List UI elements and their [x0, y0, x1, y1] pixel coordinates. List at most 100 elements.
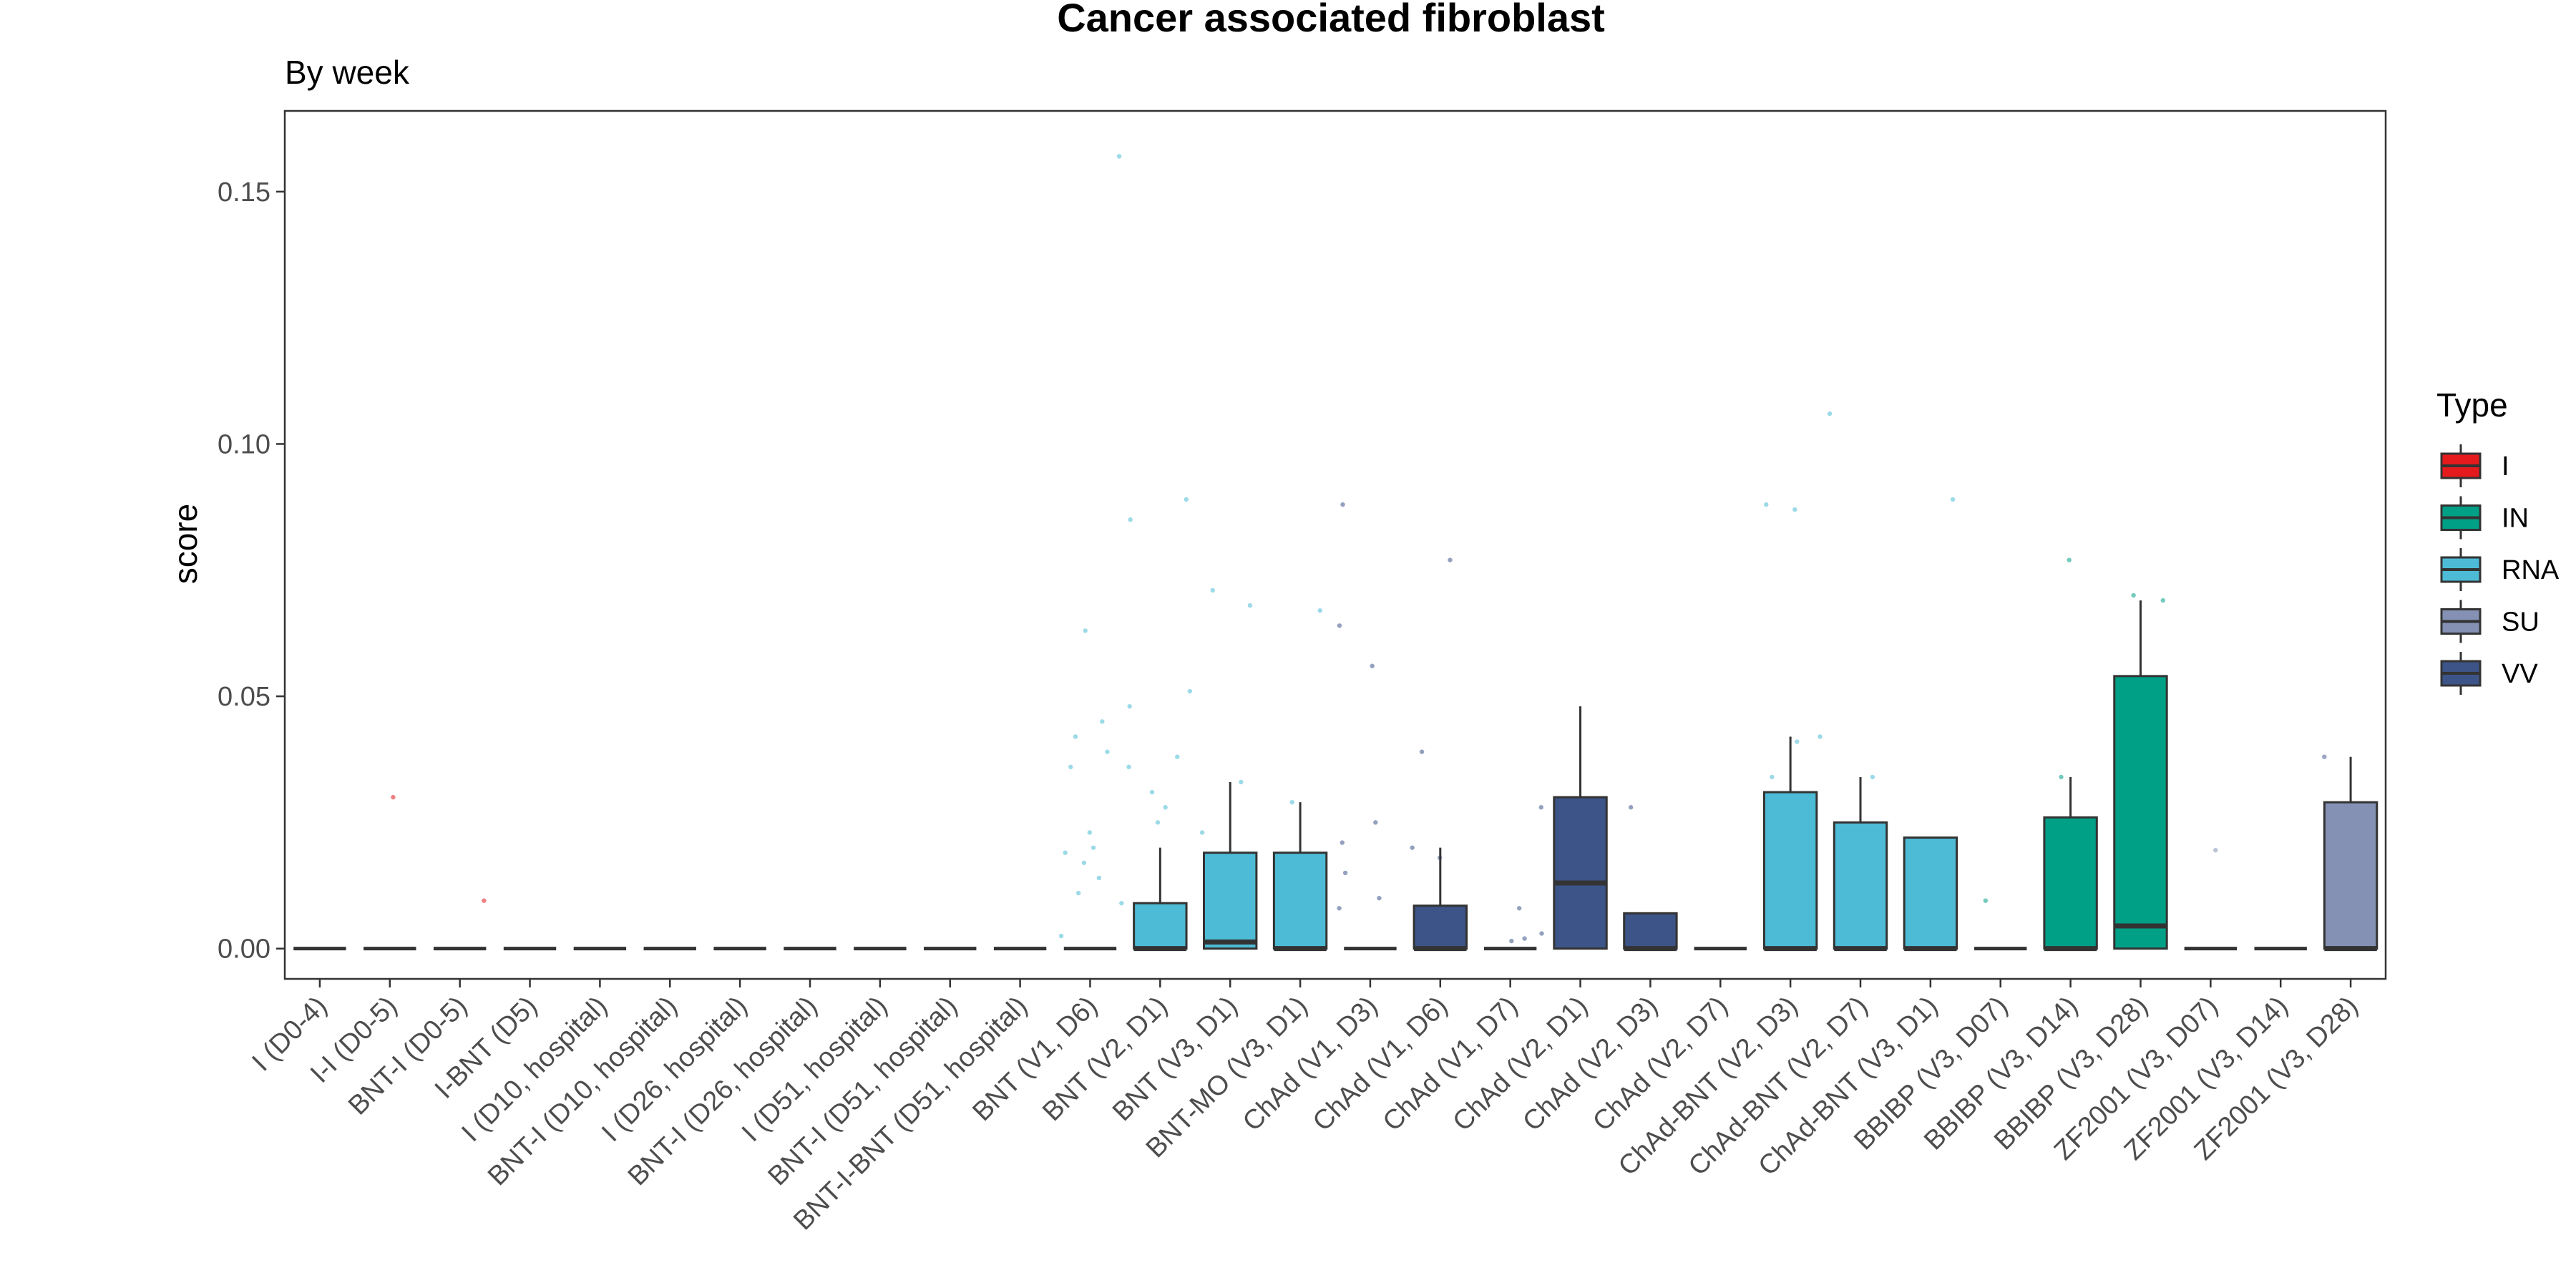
outlier-point — [1210, 587, 1215, 593]
box — [1553, 796, 1608, 950]
y-axis: 0.00 0.05 0.10 0.15 — [218, 177, 285, 965]
box-group — [1337, 502, 1397, 951]
outlier-point — [2059, 774, 2064, 780]
box-group — [1623, 805, 1678, 952]
outlier-point — [1091, 845, 1096, 850]
outlier-point — [2160, 597, 2166, 603]
outlier-point — [1083, 628, 1088, 633]
box — [2323, 801, 2379, 950]
outlier-point — [1175, 754, 1180, 759]
box — [2043, 816, 2098, 950]
legend-label: SU — [2502, 608, 2540, 638]
outlier-point — [1628, 805, 1634, 810]
box — [1623, 912, 1678, 950]
x-tick-label: BNT (V1, D6) — [967, 991, 1103, 1127]
box-group — [1553, 706, 1608, 950]
outlier-point — [1068, 764, 1073, 770]
chart-title: Cancer associated fibroblast — [1057, 0, 1605, 40]
outlier-point — [1827, 411, 1833, 416]
outlier-point — [1087, 830, 1093, 835]
outlier-point — [1539, 931, 1544, 936]
y-axis-title: score — [167, 504, 204, 584]
outlier-point — [1184, 497, 1189, 502]
outlier-point — [1764, 502, 1769, 507]
legend-entry: IN — [2440, 496, 2529, 540]
outlier-point — [1119, 901, 1124, 906]
legend-entry: SU — [2440, 600, 2540, 643]
box-group — [2113, 592, 2168, 950]
legend-label: RNA — [2502, 555, 2560, 585]
outlier-point — [2322, 754, 2327, 759]
box-group — [1974, 898, 2027, 951]
box-group — [1762, 502, 1823, 952]
outlier-point — [1337, 906, 1342, 911]
outlier-point — [2131, 592, 2136, 598]
outlier-point — [1342, 870, 1348, 876]
legend: Type I IN RNA SU VV — [2436, 386, 2560, 695]
outlier-point — [1792, 507, 1797, 512]
box-group — [2043, 557, 2098, 952]
legend-label: I — [2502, 452, 2509, 482]
outlier-point — [1187, 688, 1193, 694]
outlier-point — [1522, 936, 1527, 941]
outlier-point — [1317, 608, 1322, 613]
box-group — [1058, 154, 1124, 951]
outlier-point — [2213, 847, 2218, 853]
outlier-point — [482, 898, 487, 903]
outlier-point — [1199, 830, 1205, 835]
outlier-point — [1538, 805, 1543, 810]
outlier-point — [1410, 845, 1415, 850]
outlier-point — [1128, 517, 1133, 522]
box-group — [2322, 754, 2379, 952]
y-tick-label: 0.00 — [218, 935, 270, 965]
box-group — [2184, 847, 2238, 951]
outlier-point — [1149, 789, 1155, 795]
box-group — [1126, 497, 1193, 952]
outlier-point — [1096, 875, 1102, 881]
box — [1272, 852, 1328, 950]
outlier-point — [1795, 739, 1800, 744]
outlier-point — [1448, 557, 1453, 562]
outlier-point — [391, 794, 396, 800]
outlier-point — [1516, 906, 1522, 911]
plot-area — [293, 154, 2379, 952]
x-axis: I (D0-4)I-I (D0-5)BNT-I (D0-5)I-BNT (D5)… — [247, 979, 2363, 1236]
outlier-point — [1340, 840, 1345, 845]
outlier-point — [1127, 703, 1132, 709]
outlier-point — [1337, 623, 1342, 628]
box-group — [1483, 805, 1544, 951]
y-tick-label: 0.15 — [218, 177, 270, 208]
y-tick-label: 0.05 — [218, 682, 270, 712]
box-group — [433, 898, 487, 951]
outlier-point — [1239, 779, 1244, 785]
outlier-point — [1155, 820, 1161, 825]
outlier-point — [1063, 850, 1068, 855]
y-tick-label: 0.10 — [218, 429, 270, 459]
outlier-point — [1073, 734, 1078, 739]
legend-entry: RNA — [2440, 548, 2560, 591]
outlier-point — [1340, 502, 1345, 507]
outlier-point — [1289, 799, 1294, 805]
legend-label: IN — [2502, 504, 2529, 534]
outlier-point — [1818, 734, 1823, 739]
outlier-point — [1126, 764, 1131, 770]
box — [1833, 821, 1888, 950]
outlier-point — [1163, 805, 1168, 810]
outlier-point — [1377, 895, 1382, 901]
outlier-point — [1075, 890, 1081, 896]
outlier-point — [1370, 663, 1375, 668]
box-group — [1199, 587, 1258, 950]
outlier-point — [1419, 749, 1425, 754]
outlier-point — [1870, 774, 1875, 780]
outlier-point — [1770, 774, 1775, 780]
legend-entry: VV — [2440, 652, 2538, 695]
box — [2113, 675, 2168, 950]
box — [1413, 904, 1468, 950]
legend-title: Type — [2436, 386, 2508, 424]
outlier-point — [1081, 860, 1087, 865]
outlier-point — [1058, 933, 1064, 939]
outlier-point — [1247, 602, 1253, 608]
box — [1762, 791, 1818, 950]
outlier-point — [1950, 497, 1956, 502]
